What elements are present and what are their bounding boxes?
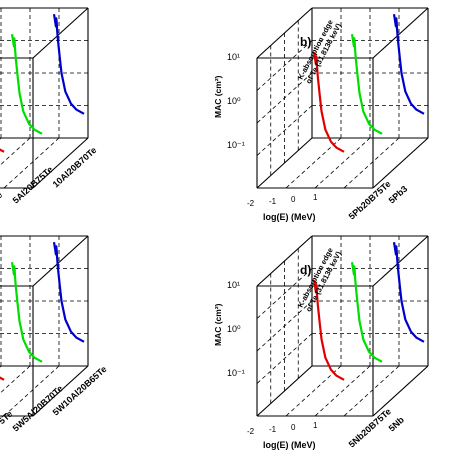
grid-line — [0, 365, 31, 394]
x-tick-label: -2 — [247, 427, 255, 436]
box-edge — [32, 365, 89, 417]
box-edge — [32, 7, 89, 59]
grid-line — [0, 365, 2, 368]
x-tick-label: 0 — [291, 423, 296, 432]
x-tick-label: 1 — [313, 193, 318, 202]
y-tick-label: 10⁰ — [227, 96, 241, 106]
grid-line — [285, 137, 342, 189]
depth-label-group: 20B80Te — [0, 190, 4, 222]
grid-line — [343, 365, 400, 417]
depth-label: 5Nb20B75Te — [347, 406, 393, 449]
series-line-3 — [52, 14, 85, 115]
grid-lines — [256, 236, 428, 417]
y-axis-label-group: MAC (cm²) — [213, 75, 223, 118]
series-line-3 — [52, 242, 85, 343]
box-edge — [372, 235, 429, 287]
box-edge — [32, 137, 89, 189]
series-line-2 — [10, 34, 43, 135]
series-line-1 — [312, 52, 345, 153]
series-line-3 — [392, 14, 425, 115]
grid-line — [256, 268, 313, 319]
box-edge — [372, 7, 429, 59]
depth-label: 5Nb — [387, 414, 407, 433]
x-axis-label: log(E) (MeV) — [263, 212, 316, 222]
box-edge — [32, 235, 89, 287]
grid-line — [3, 137, 60, 189]
depth-label-group: 10Al20B70Te — [51, 145, 99, 189]
grid-line — [0, 137, 31, 166]
panel-label: b) — [300, 35, 311, 49]
box-edge — [372, 365, 429, 417]
grid-line — [3, 365, 60, 417]
grid-line — [343, 137, 400, 189]
grid-line — [314, 137, 371, 189]
panel-label: d) — [300, 263, 311, 277]
grid-line — [285, 365, 342, 417]
grid-lines — [256, 8, 428, 189]
x-tick-label: 0 — [291, 195, 296, 204]
depth-label-group: 5Nb20B75Te — [347, 406, 393, 449]
x-tick-label: -1 — [269, 197, 277, 206]
box-edge — [256, 7, 313, 59]
depth-label-group: 5Pb20B75Te — [347, 179, 393, 222]
edge-label-line2: f Te (31.8136 keV) — [0, 25, 1, 85]
grid-line — [256, 40, 313, 91]
chart-panel-3: ption edgef Te (31.8136 keV)15W20B75Te5W… — [0, 235, 109, 449]
grid-lines — [0, 236, 88, 417]
grid-lines — [0, 8, 88, 189]
series-line-2 — [350, 34, 383, 135]
x-tick-label: 1 — [313, 421, 318, 430]
y-axis-label: MAC (cm²) — [213, 75, 223, 118]
x-tick-label: -2 — [247, 199, 255, 208]
box-edge — [256, 137, 313, 189]
edge-label-line2: f Te (31.8136 keV) — [0, 253, 1, 313]
box-edge — [256, 365, 313, 417]
y-tick-label: 10¹ — [227, 280, 240, 290]
grid-line — [314, 365, 371, 417]
chart-panel-1: ption edgef Te (31.8136 keV)120B80Te5Al2… — [0, 7, 99, 222]
depth-label-group: 5Nb — [387, 414, 407, 433]
y-axis-label: MAC (cm²) — [213, 303, 223, 346]
grid-line — [256, 105, 313, 156]
x-axis-label: log(E) (MeV) — [263, 440, 316, 450]
x-tick-label: -1 — [269, 425, 277, 434]
y-tick-label: 10⁻¹ — [227, 368, 245, 378]
y-axis-label-group: MAC (cm²) — [213, 303, 223, 346]
series-line-1 — [312, 280, 345, 381]
y-tick-label: 10⁰ — [227, 324, 241, 334]
series-line-2 — [10, 262, 43, 363]
y-tick-label: 10¹ — [227, 52, 240, 62]
series-line-3 — [392, 242, 425, 343]
box-edge — [372, 137, 429, 189]
y-tick-label: 10⁻¹ — [227, 140, 245, 150]
series-line-2 — [350, 262, 383, 363]
grid-line — [256, 333, 313, 384]
depth-label: 20B80Te — [0, 190, 4, 222]
depth-label: 10Al20B70Te — [51, 145, 99, 189]
grid-line — [0, 137, 2, 140]
depth-label: 5Pb20B75Te — [347, 179, 393, 222]
box-edge — [256, 235, 313, 287]
